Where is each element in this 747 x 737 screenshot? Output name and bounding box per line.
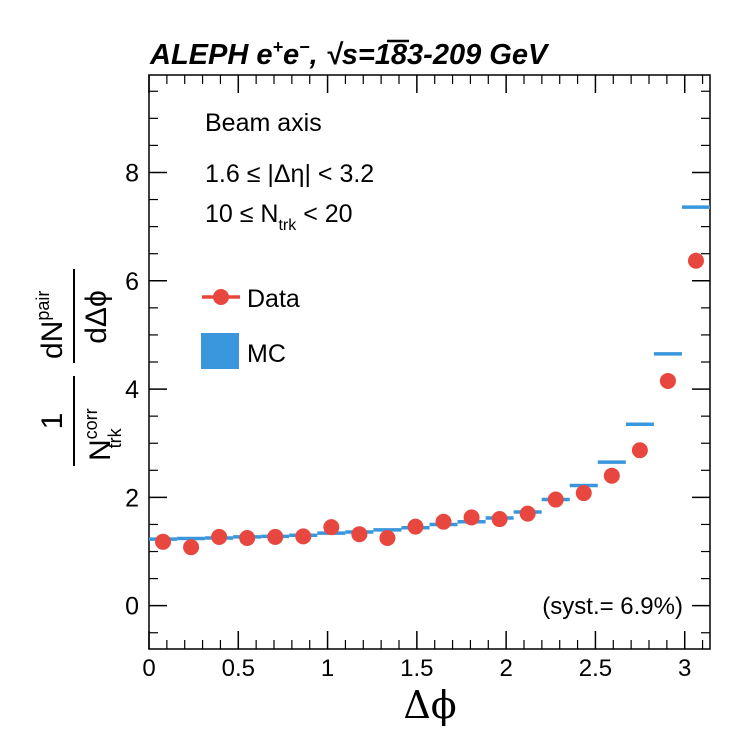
data-point (351, 526, 368, 543)
data-point (155, 533, 172, 550)
ntrk-cut-suffix: < 20 (296, 200, 352, 228)
chart-title: ALEPH e+e−, √s=183-209 GeV (149, 37, 550, 71)
legend-data-marker (213, 289, 229, 305)
title-minus-sup: − (299, 37, 310, 57)
y-label-trk-sub: trk (105, 427, 125, 448)
x-axis-label: Δϕ (403, 683, 456, 727)
title-sqrt: √ (326, 39, 344, 71)
y-label-dn-main: dN (36, 321, 69, 359)
data-point (491, 511, 508, 528)
x-tick-label: 1 (321, 655, 334, 682)
y-label-dn: dNpair (33, 291, 69, 359)
axis-ticks (148, 75, 710, 649)
data-point (603, 467, 620, 484)
y-tick-label: 6 (125, 268, 139, 296)
data-point (659, 372, 676, 389)
legend: Data MC (201, 285, 300, 369)
data-point (631, 442, 648, 459)
ntrk-cut-sub: trk (278, 217, 297, 234)
data-point (547, 491, 564, 508)
data-point (183, 539, 200, 556)
data-point (463, 509, 480, 526)
data-point (267, 528, 284, 545)
x-tick-label: 0 (142, 655, 155, 682)
y-tick-label: 0 (125, 593, 139, 621)
y-label-corr-sup: corr (81, 408, 101, 439)
annotation-ntrk-cut: 10 ≤ Ntrk < 20 (205, 200, 353, 234)
data-point (575, 485, 592, 502)
title-e-minus: e (283, 39, 299, 71)
y-label-denominator: Ncorr trk (81, 408, 125, 461)
x-tick-labels: 0 0.5 1 1.5 2 2.5 3 (142, 655, 691, 682)
y-tick-label: 2 (125, 484, 139, 512)
mc-series (149, 205, 710, 541)
title-e-plus: e (256, 39, 272, 71)
x-tick-label: 1.5 (400, 655, 433, 682)
data-point (407, 518, 424, 535)
legend-mc-label: MC (247, 340, 286, 368)
data-series (155, 252, 704, 556)
data-point (519, 505, 536, 522)
data-point (379, 529, 396, 546)
y-label-n: N (84, 439, 117, 461)
title-experiment: ALEPH (149, 39, 249, 71)
annotation-syst: (syst.= 6.9%) (542, 593, 683, 620)
data-point (239, 529, 256, 546)
x-tick-label: 2.5 (579, 655, 612, 682)
legend-mc-box (201, 333, 239, 369)
y-label-pair-sup: pair (33, 291, 53, 321)
data-point (323, 519, 340, 536)
x-tick-label: 2 (499, 655, 512, 682)
ntrk-cut-prefix: 10 ≤ N (205, 200, 278, 228)
y-axis-label: 1 Ncorr trk dNpair dΔϕ (33, 269, 125, 466)
data-point (295, 528, 312, 545)
y-tick-label: 8 (125, 159, 139, 187)
x-tick-label: 3 (678, 655, 691, 682)
title-energy: s=183-209 GeV (342, 39, 550, 71)
x-tick-label: 0.5 (222, 655, 255, 682)
annotation-eta-cut: 1.6 ≤ |Δη| < 3.2 (205, 160, 374, 188)
data-point (211, 528, 228, 545)
annotation-frame: Beam axis (205, 109, 322, 137)
title-plus-sup: + (273, 37, 284, 57)
y-label-dphi: dΔϕ (80, 290, 113, 344)
title-comma: , (309, 39, 318, 71)
y-label-numerator: 1 (36, 413, 69, 430)
data-point (435, 513, 452, 530)
legend-data-label: Data (247, 285, 300, 313)
y-tick-label: 4 (125, 376, 139, 404)
data-point (687, 252, 704, 269)
y-tick-labels: 0 2 4 6 8 (125, 159, 139, 620)
